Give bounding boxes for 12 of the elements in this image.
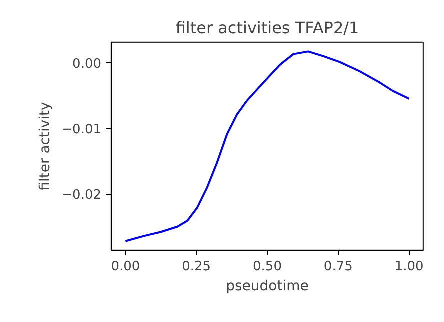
x-tick-label: 0.00 xyxy=(111,260,140,274)
y-tick-label: −0.01 xyxy=(62,122,102,138)
chart-title: filter activities TFAP2/1 xyxy=(176,18,360,38)
y-tick-label: −0.02 xyxy=(62,188,102,204)
y-tick-label: 0.00 xyxy=(72,56,102,72)
x-tick-label: 0.25 xyxy=(182,260,212,274)
y-axis-title: filter activity xyxy=(38,102,54,191)
x-tick-label: 1.00 xyxy=(394,260,424,274)
x-tick-label: 0.75 xyxy=(324,260,353,274)
x-tick-label: 0.50 xyxy=(253,260,282,274)
line-series xyxy=(124,50,410,242)
x-axis-title: pseudotime xyxy=(226,278,309,294)
